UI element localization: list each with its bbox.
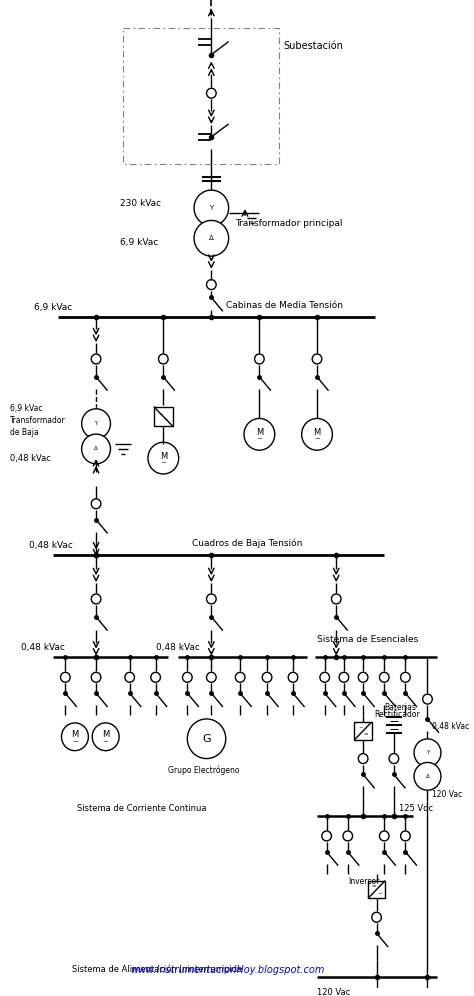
Text: www.InstrumentacionHoy.blogspot.com: www.InstrumentacionHoy.blogspot.com [130, 965, 325, 975]
Circle shape [414, 739, 441, 767]
Text: 0,48 kVac: 0,48 kVac [29, 541, 73, 550]
Text: Transformador: Transformador [9, 416, 65, 425]
Text: 125 Vdc: 125 Vdc [399, 804, 433, 813]
Circle shape [82, 434, 110, 464]
Text: ~: ~ [72, 739, 78, 745]
Text: ~: ~ [158, 412, 163, 417]
Text: Grupo Electrógeno: Grupo Electrógeno [168, 766, 240, 775]
Text: Δ: Δ [209, 235, 214, 241]
Text: Sistema de Corriente Continua: Sistema de Corriente Continua [77, 804, 206, 813]
Text: M: M [160, 451, 167, 460]
Text: G: G [202, 734, 211, 744]
Text: =: = [364, 732, 368, 737]
Text: ~: ~ [160, 460, 166, 466]
Text: 6,9 kVac: 6,9 kVac [9, 404, 42, 413]
Text: Sistema de Alimentación Ininterrumpida: Sistema de Alimentación Ininterrumpida [72, 964, 242, 973]
Text: Subestación: Subestación [283, 41, 343, 51]
Bar [123, 28, 279, 163]
Bar [154, 406, 173, 426]
Circle shape [414, 763, 441, 790]
Text: Cuadros de Baja Tensión: Cuadros de Baja Tensión [192, 539, 302, 548]
Text: ~: ~ [103, 739, 109, 745]
Text: ~: ~ [358, 725, 363, 730]
Text: M: M [313, 428, 320, 437]
Bar [368, 880, 385, 898]
Text: 120 Vac: 120 Vac [317, 988, 350, 996]
Text: ~: ~ [377, 891, 382, 896]
Text: 120 Vac: 120 Vac [432, 790, 463, 799]
Text: 0,48 kVac: 0,48 kVac [432, 722, 470, 731]
Text: 0,48 kVac: 0,48 kVac [155, 643, 200, 652]
Text: 230 kVac: 230 kVac [120, 199, 161, 208]
Text: Δ: Δ [426, 774, 429, 779]
Text: Sistema de Esenciales: Sistema de Esenciales [317, 635, 418, 644]
Text: ~: ~ [164, 417, 168, 422]
Circle shape [194, 190, 228, 226]
Text: =: = [372, 884, 376, 889]
Bar [355, 722, 372, 740]
Text: de Baja: de Baja [9, 428, 38, 437]
Text: 0,48 kVac: 0,48 kVac [21, 643, 65, 652]
Text: Δ: Δ [94, 446, 98, 451]
Text: Baterias: Baterias [384, 702, 416, 711]
Text: 6,9 kVac: 6,9 kVac [34, 303, 72, 312]
Text: ~: ~ [314, 436, 320, 442]
Text: Y: Y [94, 421, 98, 426]
Text: ~: ~ [256, 436, 262, 442]
Text: 6,9 kVac: 6,9 kVac [120, 238, 158, 247]
Text: Cabinas de Media Tensión: Cabinas de Media Tensión [226, 301, 343, 310]
Text: Rectificador: Rectificador [374, 710, 420, 719]
Text: M: M [102, 730, 109, 739]
Text: Y: Y [426, 750, 429, 755]
Text: Transformador principal: Transformador principal [236, 218, 343, 228]
Circle shape [194, 220, 228, 256]
Text: 0,48 kVac: 0,48 kVac [9, 453, 51, 462]
Text: Y: Y [209, 205, 213, 211]
Text: Inversor: Inversor [348, 877, 379, 886]
Text: M: M [71, 730, 79, 739]
Text: M: M [256, 428, 263, 437]
Circle shape [82, 408, 110, 438]
